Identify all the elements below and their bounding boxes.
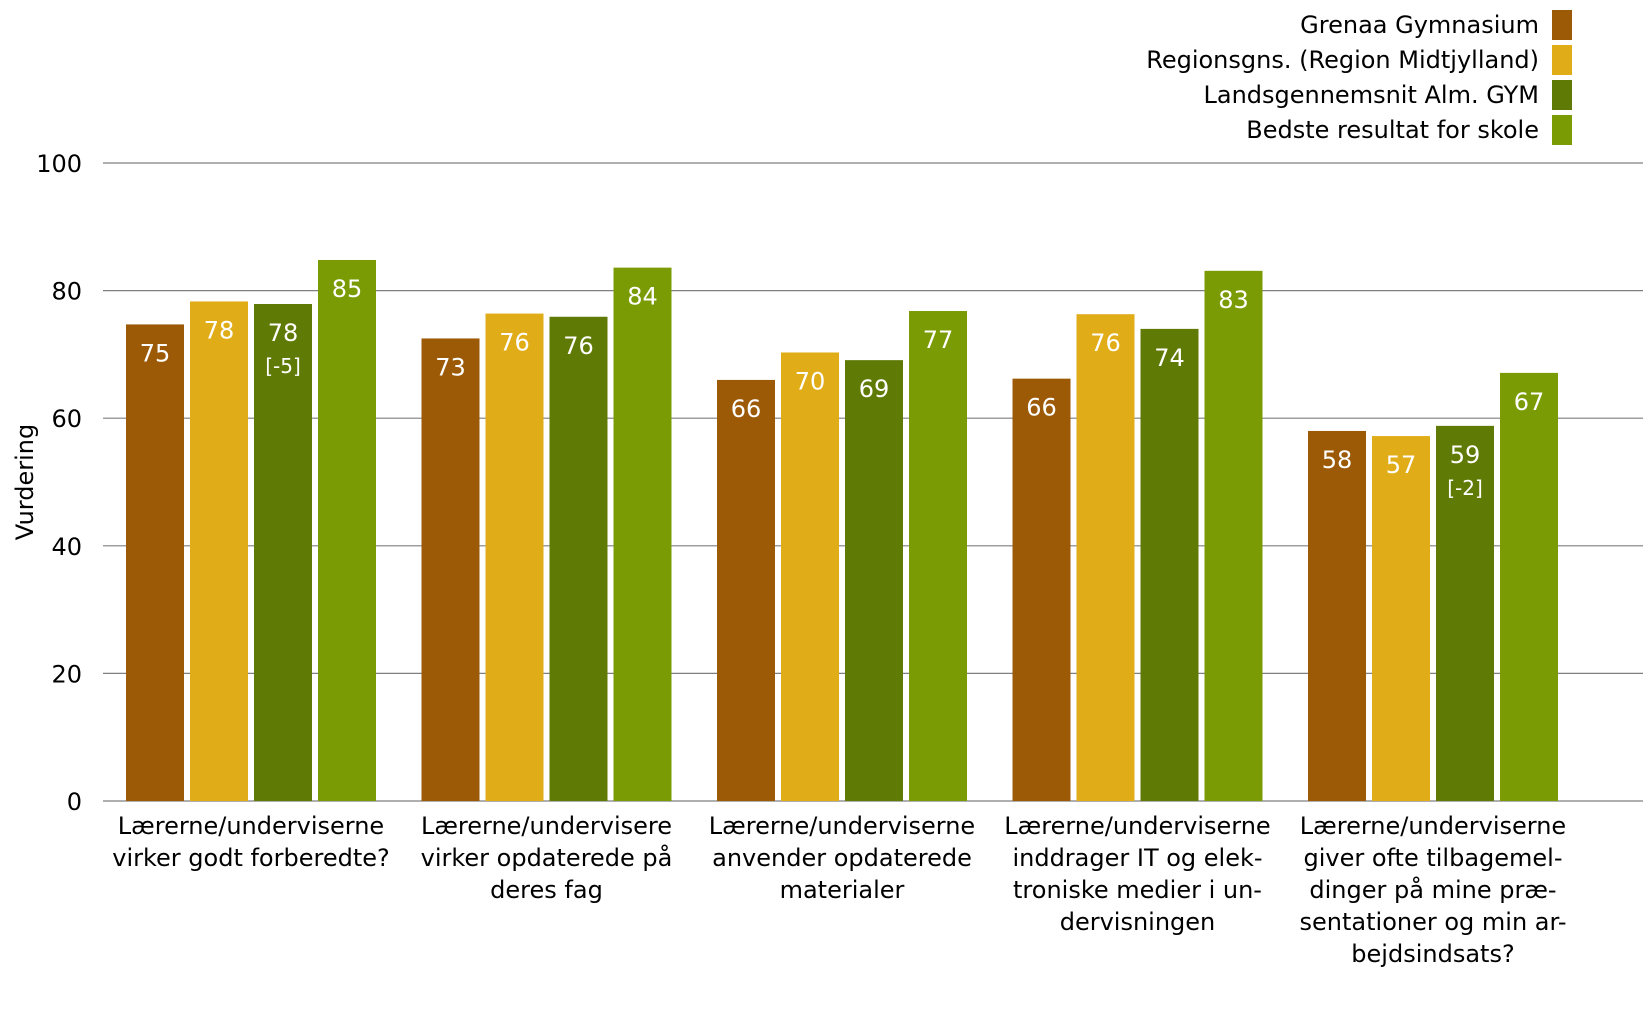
x-tick-label: dervisningen	[1060, 908, 1216, 936]
bar-value-label: 78	[268, 319, 299, 347]
bar	[126, 324, 184, 801]
bar-value-label: 76	[499, 329, 530, 357]
bar	[781, 352, 839, 801]
legend-label: Landsgennemsnit Alm. GYM	[1203, 81, 1539, 109]
legend-swatch	[1552, 10, 1572, 40]
x-tick-label: dinger på mine præ-	[1309, 875, 1556, 904]
bar	[254, 303, 312, 801]
y-axis-title: Vurdering	[11, 424, 39, 540]
bar-value-label: 66	[731, 395, 762, 423]
bar	[1076, 314, 1135, 801]
y-tick-label: 40	[51, 533, 82, 561]
bar	[549, 316, 608, 801]
x-tick-label: troniske medier i un-	[1013, 876, 1262, 904]
bar-value-label: 83	[1218, 286, 1249, 314]
bar-change-label: [-5]	[265, 354, 301, 378]
bar-value-label: 84	[627, 283, 658, 311]
bar-value-label: 70	[795, 367, 826, 395]
bar	[1308, 430, 1366, 801]
legend-label: Regionsgns. (Region Midtjylland)	[1146, 46, 1539, 74]
bar	[1436, 425, 1494, 801]
y-tick-label: 20	[51, 660, 82, 688]
bar-change-label: [-2]	[1447, 476, 1483, 500]
y-axis: 0 20 40 60 80 100	[36, 150, 82, 816]
x-axis-labels: Lærerne/underviserne virker godt forbered…	[112, 812, 1566, 968]
y-tick-label: 0	[67, 788, 82, 816]
bar	[485, 313, 544, 801]
bar-value-label: 57	[1386, 451, 1417, 479]
bar-value-label: 76	[563, 332, 594, 360]
bar-value-label: 74	[1154, 344, 1185, 372]
bar-value-label: 85	[332, 275, 363, 303]
legend-label: Grenaa Gymnasium	[1300, 11, 1539, 39]
bar	[1140, 328, 1199, 801]
bar	[318, 259, 376, 801]
x-tick-label: sentationer og min ar-	[1300, 908, 1567, 936]
x-tick-label: materialer	[780, 876, 905, 904]
x-tick-label: Lærerne/underviserne	[1004, 812, 1270, 840]
x-tick-label: Lærerne/underviserne	[1300, 812, 1566, 840]
bar	[909, 311, 967, 801]
bar-value-label: 78	[204, 316, 235, 344]
x-tick-label: Lærerne/underviserne	[118, 812, 384, 840]
bar-value-label: 59	[1450, 441, 1481, 469]
legend-swatch	[1552, 80, 1572, 110]
legend-label: Bedste resultat for skole	[1246, 116, 1539, 144]
x-tick-label: deres fag	[490, 876, 603, 904]
y-tick-label: 60	[51, 405, 82, 433]
legend: Grenaa Gymnasium Regionsgns. (Region Midt…	[1146, 10, 1572, 145]
bar-value-label: 67	[1514, 388, 1545, 416]
bar-value-label: 66	[1026, 394, 1057, 422]
y-tick-label: 100	[36, 150, 82, 178]
bar	[717, 379, 775, 801]
x-tick-label: virker godt forberedte?	[112, 844, 390, 872]
bar-value-label: 73	[435, 353, 466, 381]
legend-swatch	[1552, 45, 1572, 75]
x-tick-label: Lærerne/underviserne	[709, 812, 975, 840]
x-tick-label: inddrager IT og elek-	[1012, 844, 1262, 872]
bar-value-label: 69	[859, 375, 890, 403]
bar	[845, 360, 903, 801]
x-tick-label: Lærerne/undervisere	[421, 812, 672, 840]
x-tick-label: giver ofte tilbagemel-	[1303, 844, 1562, 872]
bar	[1500, 372, 1558, 801]
bar	[1372, 436, 1430, 801]
bar	[190, 301, 248, 801]
legend-swatch	[1552, 115, 1572, 145]
bar	[1012, 378, 1071, 801]
bars: 75 73 66 66 58 78 76 70 76 57 78 [-5] 76 69 74 59 [-2] 85…	[126, 259, 1558, 802]
bar-value-label: 75	[140, 339, 171, 367]
x-tick-label: bejdsindsats?	[1351, 940, 1514, 968]
y-tick-label: 80	[51, 278, 82, 306]
bar	[421, 338, 480, 801]
x-tick-label: anvender opdaterede	[712, 844, 972, 872]
bar	[1204, 270, 1263, 801]
bar	[613, 267, 672, 802]
bar-value-label: 77	[923, 326, 954, 354]
x-tick-label: virker opdaterede på	[421, 843, 673, 872]
bar-value-label: 76	[1090, 329, 1121, 357]
bar-value-label: 58	[1322, 446, 1353, 474]
